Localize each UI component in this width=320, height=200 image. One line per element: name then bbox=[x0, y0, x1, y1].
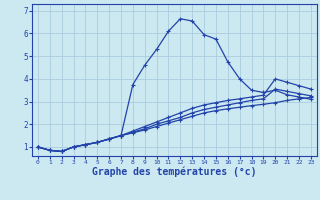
X-axis label: Graphe des températures (°c): Graphe des températures (°c) bbox=[92, 167, 257, 177]
